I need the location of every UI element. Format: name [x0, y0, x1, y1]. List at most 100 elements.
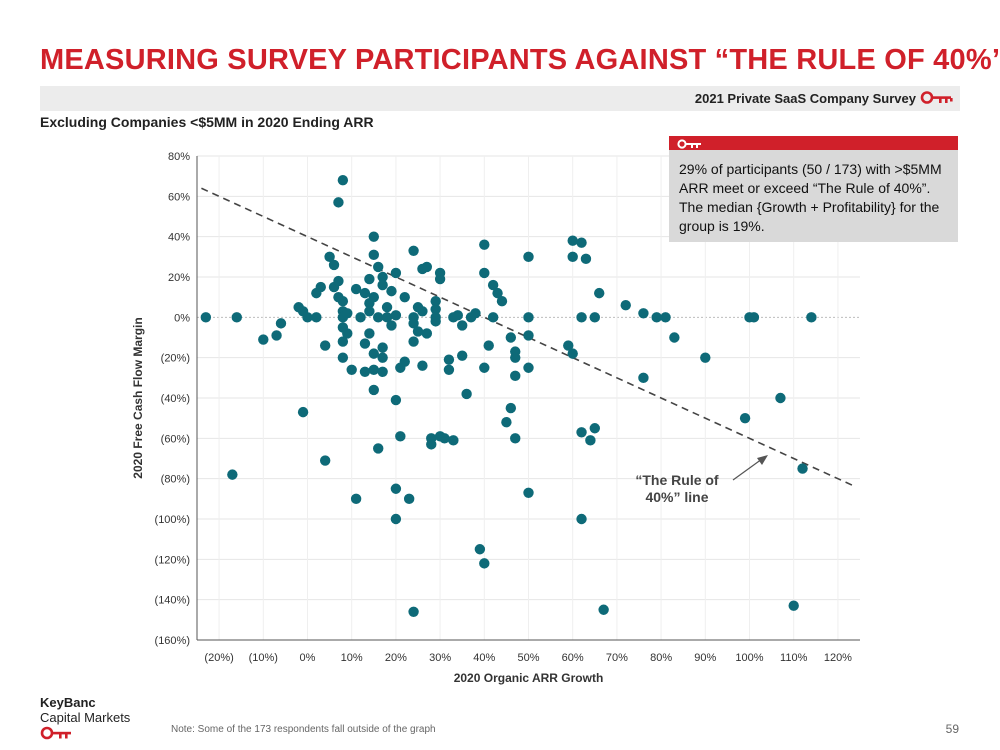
data-point: [443, 354, 455, 365]
y-tick-label: 20%: [168, 272, 190, 284]
data-point: [408, 318, 419, 329]
data-point: [505, 402, 517, 414]
data-point: [775, 392, 786, 404]
data-point: [797, 463, 808, 474]
data-point: [806, 312, 817, 323]
data-point: [200, 312, 212, 323]
data-point: [474, 544, 486, 555]
logo-line2: Capital Markets: [40, 710, 131, 725]
data-point: [589, 423, 600, 434]
data-point: [501, 417, 512, 428]
data-point: [328, 259, 340, 271]
data-point: [417, 306, 428, 317]
data-point: [337, 352, 349, 363]
data-point: [368, 291, 379, 303]
data-point: [337, 175, 349, 186]
x-tick-label: 70%: [606, 652, 628, 664]
data-point: [399, 291, 410, 303]
data-point: [377, 366, 388, 377]
data-point: [576, 427, 587, 438]
data-point: [430, 304, 441, 315]
data-point: [638, 372, 649, 384]
data-point: [788, 600, 799, 611]
data-point: [651, 312, 662, 323]
data-point: [417, 360, 428, 371]
data-point: [408, 336, 419, 347]
keybanc-logo: KeyBanc Capital Markets: [40, 696, 130, 745]
data-point: [359, 366, 371, 377]
data-point: [368, 249, 379, 261]
data-point: [381, 312, 393, 323]
y-tick-label: 40%: [168, 232, 190, 244]
data-point: [620, 300, 631, 311]
data-point: [487, 312, 499, 323]
data-point: [373, 443, 384, 454]
data-point: [660, 312, 671, 323]
data-point: [598, 604, 609, 615]
data-point: [510, 370, 521, 382]
data-point: [452, 310, 463, 321]
callout-box: 29% of participants (50 / 173) with >$5M…: [669, 136, 958, 242]
callout-header-bar: [669, 136, 958, 150]
data-point: [739, 412, 751, 424]
data-point: [430, 296, 441, 307]
y-tick-label: 0%: [174, 312, 190, 324]
survey-banner: 2021 Private SaaS Company Survey: [40, 86, 960, 111]
data-point: [479, 362, 490, 373]
data-point: [510, 352, 521, 363]
data-point: [479, 558, 490, 569]
y-tick-label: (60%): [161, 433, 190, 445]
x-tick-label: 10%: [341, 652, 363, 664]
x-tick-label: (10%): [249, 652, 278, 664]
data-point: [368, 348, 379, 359]
data-point: [377, 279, 388, 291]
data-point: [403, 493, 415, 505]
data-point: [439, 433, 450, 444]
y-tick-label: (120%): [155, 554, 190, 566]
data-point: [589, 312, 600, 323]
data-point: [302, 312, 313, 323]
data-point: [275, 318, 287, 329]
data-point: [364, 273, 375, 285]
data-point: [483, 340, 494, 351]
data-point: [386, 320, 397, 331]
data-point: [390, 267, 402, 279]
page-title: MEASURING SURVEY PARTICIPANTS AGAINST “T…: [40, 44, 1000, 76]
data-point: [523, 251, 534, 263]
data-point: [567, 235, 578, 246]
data-point: [523, 362, 534, 373]
x-tick-label: 50%: [517, 652, 539, 664]
data-point: [567, 251, 578, 263]
data-point: [576, 513, 587, 525]
y-tick-label: (100%): [155, 514, 190, 526]
data-point: [333, 197, 344, 208]
data-point: [426, 439, 437, 450]
key-icon: [40, 726, 130, 745]
data-point: [567, 348, 578, 359]
data-point: [258, 334, 269, 345]
data-point: [337, 336, 349, 347]
data-point: [373, 261, 384, 273]
data-point: [359, 338, 371, 349]
data-point: [271, 330, 282, 341]
y-tick-label: (20%): [161, 353, 190, 365]
data-point: [421, 261, 433, 273]
data-point: [381, 302, 393, 313]
data-point: [510, 433, 521, 444]
data-point: [227, 469, 238, 480]
data-point: [337, 296, 349, 307]
data-point: [576, 312, 587, 323]
data-point: [368, 384, 379, 396]
data-point: [333, 275, 344, 287]
key-icon: [920, 90, 954, 110]
x-tick-label: (20%): [204, 652, 233, 664]
y-axis-title: 2020 Free Cash Flow Margin: [131, 317, 145, 478]
x-tick-label: 60%: [562, 652, 584, 664]
data-point: [377, 271, 388, 283]
data-point: [350, 283, 362, 295]
data-point: [319, 455, 331, 466]
data-point: [461, 388, 472, 400]
data-point: [448, 435, 459, 446]
data-point: [408, 245, 419, 256]
